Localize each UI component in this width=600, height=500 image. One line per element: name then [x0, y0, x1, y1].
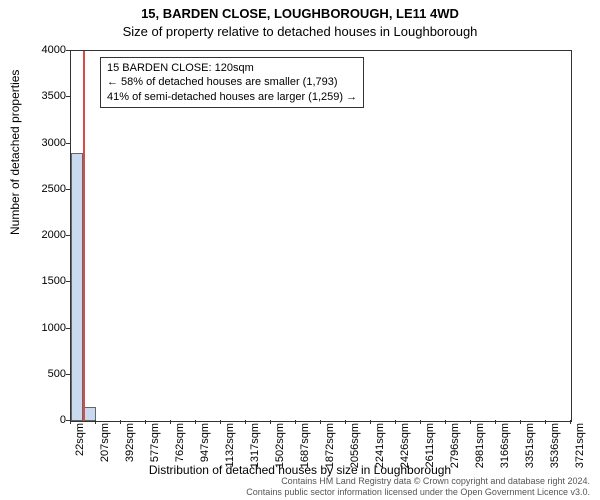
y-axis-label: Number of detached properties [8, 70, 22, 235]
x-tick [345, 420, 346, 424]
x-tick [120, 420, 121, 424]
y-tick [66, 374, 70, 375]
x-tick [495, 420, 496, 424]
x-tick-label: 3351sqm [524, 423, 536, 468]
x-tick [220, 420, 221, 424]
info-box: 15 BARDEN CLOSE: 120sqm ← 58% of detache… [100, 57, 364, 108]
y-tick [66, 143, 70, 144]
property-marker-line [83, 51, 85, 421]
x-tick [545, 420, 546, 424]
chart-title-line1: 15, BARDEN CLOSE, LOUGHBOROUGH, LE11 4WD [0, 6, 600, 21]
y-tick [66, 189, 70, 190]
info-box-line3: 41% of semi-detached houses are larger (… [107, 90, 357, 104]
x-tick [320, 420, 321, 424]
x-tick [170, 420, 171, 424]
x-tick-label: 1132sqm [224, 423, 236, 467]
x-tick-label: 2611sqm [424, 423, 436, 467]
x-tick-label: 3536sqm [549, 423, 561, 468]
x-tick-label: 1872sqm [324, 423, 336, 468]
x-tick [270, 420, 271, 424]
y-tick-label: 3000 [42, 137, 66, 149]
attribution-line2: Contains public sector information licen… [246, 487, 590, 498]
x-axis-label: Distribution of detached houses by size … [0, 463, 600, 477]
y-tick-label: 2000 [42, 229, 66, 241]
info-box-line1: 15 BARDEN CLOSE: 120sqm [107, 61, 357, 75]
x-tick [195, 420, 196, 424]
histogram-bar [83, 407, 96, 421]
y-tick-label: 500 [48, 368, 66, 380]
y-tick [66, 328, 70, 329]
info-box-line2: ← 58% of detached houses are smaller (1,… [107, 75, 357, 89]
x-tick-label: 577sqm [149, 423, 161, 462]
x-tick-label: 3721sqm [574, 423, 586, 468]
y-tick [66, 96, 70, 97]
y-tick-label: 3500 [42, 90, 66, 102]
x-tick [245, 420, 246, 424]
x-tick [295, 420, 296, 424]
histogram-bar [71, 153, 83, 421]
x-tick [395, 420, 396, 424]
y-tick [66, 235, 70, 236]
y-tick-label: 4000 [42, 44, 66, 56]
x-tick [370, 420, 371, 424]
x-tick-label: 2426sqm [399, 423, 411, 468]
y-tick [66, 50, 70, 51]
y-tick-label: 1500 [42, 275, 66, 287]
chart-container: { "title": { "line1": "15, BARDEN CLOSE,… [0, 0, 600, 500]
x-tick-label: 947sqm [199, 423, 211, 462]
x-tick-label: 22sqm [74, 423, 86, 456]
x-tick [420, 420, 421, 424]
x-tick-label: 1502sqm [274, 423, 286, 468]
x-tick [145, 420, 146, 424]
x-tick [520, 420, 521, 424]
x-tick-label: 2981sqm [474, 423, 486, 468]
y-tick [66, 281, 70, 282]
x-tick-label: 2796sqm [449, 423, 461, 468]
x-tick-label: 762sqm [174, 423, 186, 462]
x-tick [570, 420, 571, 424]
x-tick [445, 420, 446, 424]
x-tick-label: 1317sqm [249, 423, 261, 468]
x-tick [470, 420, 471, 424]
x-tick-label: 1687sqm [299, 423, 311, 468]
attribution-line1: Contains HM Land Registry data © Crown c… [246, 476, 590, 487]
x-tick-label: 2241sqm [374, 423, 386, 468]
x-tick [70, 420, 71, 424]
x-tick-label: 392sqm [124, 423, 136, 462]
x-tick-label: 3166sqm [499, 423, 511, 468]
chart-title-line2: Size of property relative to detached ho… [0, 24, 600, 39]
y-tick-label: 2500 [42, 183, 66, 195]
attribution-text: Contains HM Land Registry data © Crown c… [246, 476, 590, 498]
y-tick-label: 1000 [42, 322, 66, 334]
x-tick-label: 2056sqm [349, 423, 361, 468]
y-tick-label: 0 [60, 414, 66, 426]
x-tick [95, 420, 96, 424]
x-tick-label: 207sqm [99, 423, 111, 462]
